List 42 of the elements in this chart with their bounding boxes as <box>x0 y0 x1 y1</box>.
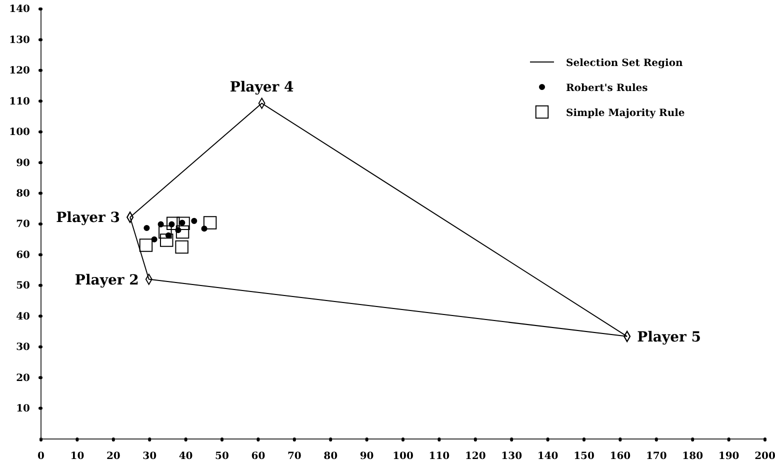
x-tick-label: 150 <box>574 451 594 462</box>
x-tick-label: 130 <box>501 451 522 462</box>
y-tick-label: 120 <box>9 66 30 77</box>
x-tick-label: 40 <box>178 451 193 462</box>
y-tick-label: 70 <box>16 219 30 230</box>
y-tick-label: 80 <box>16 188 30 200</box>
x-tick-label: 120 <box>464 451 486 462</box>
y-tick-label: 140 <box>9 4 30 16</box>
x-tick-label: 110 <box>428 451 450 462</box>
x-tick-label: 30 <box>142 451 157 462</box>
x-tick-label: 60 <box>251 451 266 462</box>
y-tick-label: 20 <box>16 372 30 384</box>
annotation: Player 4 <box>230 79 294 96</box>
y-tick-label: 10 <box>16 403 30 414</box>
x-tick-label: 160 <box>610 451 631 462</box>
y-tick-label: 130 <box>9 34 30 46</box>
y-tick-label: 30 <box>16 342 30 354</box>
x-tick-label: 80 <box>324 451 338 462</box>
y-tick-label: 110 <box>9 96 30 108</box>
x-tick-label: 70 <box>287 451 302 462</box>
x-tick-label: 140 <box>537 451 558 462</box>
y-tick-label: 50 <box>16 280 30 292</box>
x-tick-label: 170 <box>646 451 667 462</box>
x-tick-label: 10 <box>70 451 84 462</box>
x-tick-label: 90 <box>360 451 374 462</box>
x-tick-label: 180 <box>682 451 704 462</box>
x-tick-label: 190 <box>718 451 740 462</box>
legend-label: Simple Majority Rule <box>566 108 685 119</box>
annotation: Player 2 <box>74 272 139 288</box>
x-tick-label: 20 <box>106 451 120 462</box>
x-tick-label: 100 <box>392 451 414 462</box>
annotation: Player 3 <box>56 210 120 226</box>
legend-label: Selection Set Region <box>566 58 684 69</box>
y-tick-label: 40 <box>16 311 30 322</box>
x-tick-label: 200 <box>754 451 775 462</box>
legend-label: Robert's Rules <box>566 83 648 94</box>
x-tick-label: 50 <box>215 451 229 462</box>
y-tick-label: 90 <box>16 158 30 169</box>
y-tick-label: 60 <box>16 250 30 261</box>
x-tick-label: 0 <box>38 451 45 462</box>
y-tick-label: 100 <box>9 127 30 138</box>
annotation: Player 5 <box>637 329 702 346</box>
